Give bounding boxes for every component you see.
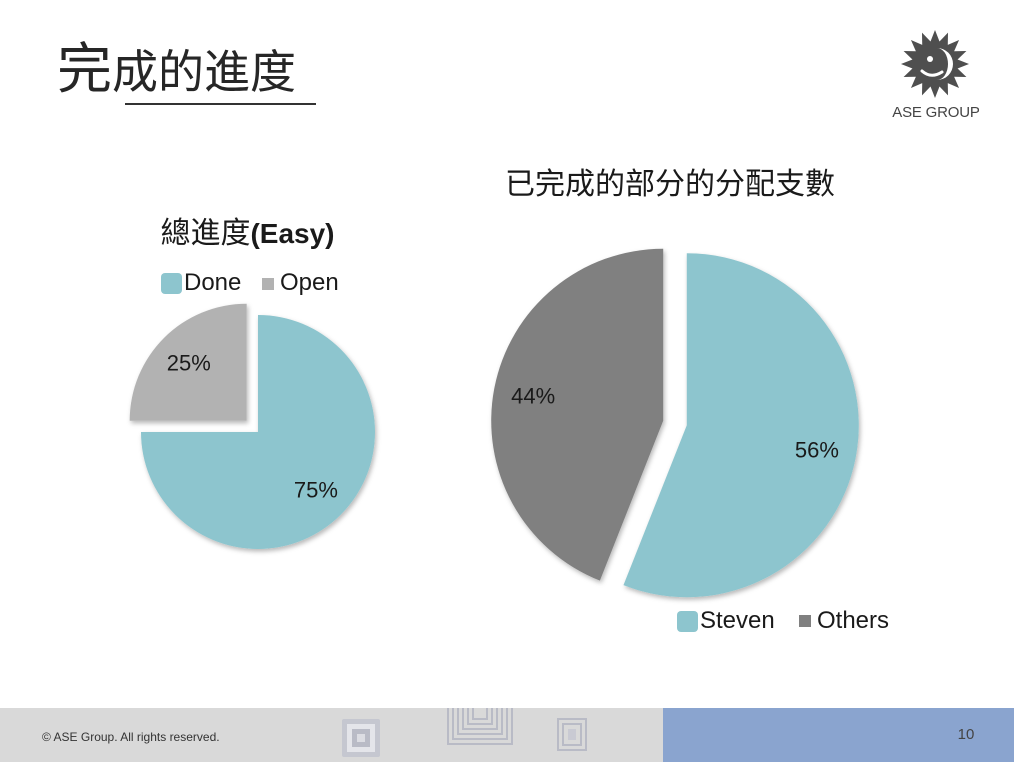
legend-marker-others: [799, 615, 811, 627]
footer-band-left: [0, 708, 663, 762]
pie-slice-others: [491, 248, 664, 581]
legend-marker-done: [161, 273, 182, 294]
pie-chart-completed-distribution: 56% 44%: [491, 248, 859, 598]
pie-chart-total-progress: 75% 25%: [129, 303, 375, 549]
page-number: 10: [957, 726, 975, 743]
chart-title-emphasis: (Easy): [250, 218, 335, 249]
data-label-others: 44%: [511, 383, 555, 408]
concentric-squares-icon: [447, 708, 513, 745]
circuit-pattern-icon: [557, 718, 587, 751]
pie-slice-done: [141, 315, 375, 549]
circuit-core: [568, 729, 576, 740]
legend-label-others: Others: [817, 607, 890, 634]
pie-slice-steven: [623, 253, 859, 598]
logo-sun-rays: [901, 30, 969, 98]
legend-label-steven: Steven: [700, 607, 775, 634]
chart-title: 總進度(Easy): [160, 217, 335, 250]
data-label-steven: 56%: [795, 438, 839, 463]
data-label-open: 25%: [167, 350, 211, 375]
footer-band-right: [663, 708, 1014, 762]
circuit-outer: [557, 718, 587, 751]
logo-face-eye: [927, 56, 933, 62]
pie-slice-open: [129, 303, 247, 421]
logo-face-smile: [920, 69, 944, 77]
legend-label-done: Done: [184, 269, 242, 296]
copyright-text: © ASE Group. All rights reserved.: [42, 730, 220, 744]
concentric-lines: [447, 708, 513, 745]
slide-title: 完成的進度: [57, 37, 297, 101]
legend-marker-steven: [677, 611, 698, 632]
chip-center: [357, 734, 365, 742]
legend-label-open: Open: [280, 269, 339, 296]
chip-pattern-icon: [342, 719, 380, 757]
ase-sun-logo-icon: [901, 30, 969, 98]
logo-face-crescent: [937, 48, 953, 80]
circuit-inner: [562, 723, 582, 746]
title-underline: [125, 103, 316, 105]
logo-text: ASE GROUP: [892, 104, 980, 121]
legend-marker-open: [262, 278, 274, 290]
chart-title: 已完成的部分的分配支數: [505, 168, 835, 201]
data-label-done: 75%: [294, 477, 338, 502]
